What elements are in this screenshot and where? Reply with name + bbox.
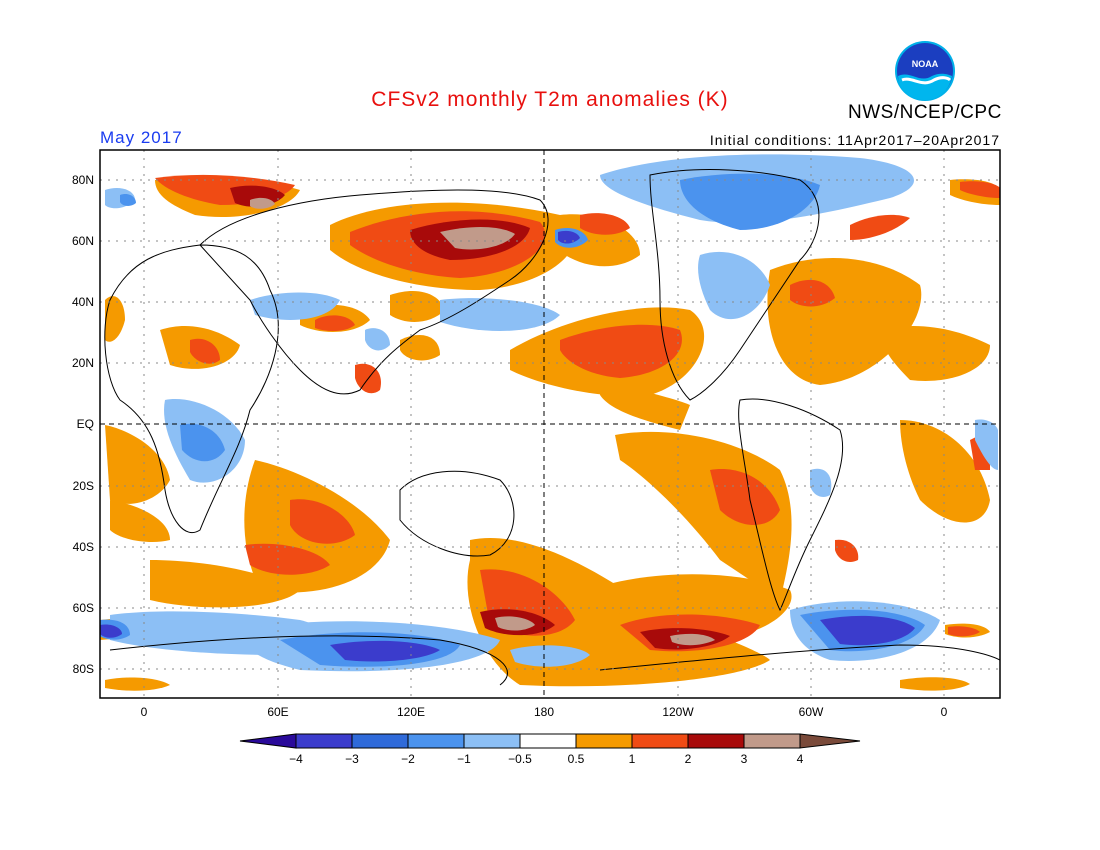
lat-label: 60N [71, 234, 94, 248]
colorbar-label: 1 [628, 752, 636, 766]
coastlines [104, 169, 1000, 686]
colorbar-swatch-gt-4 [799, 733, 861, 749]
colorbar-label: 3 [740, 752, 748, 766]
equator-dateline [100, 150, 1000, 698]
chart-title: CFSv2 monthly T2m anomalies (K) [371, 88, 729, 111]
colorbar-swatch-7 [631, 733, 689, 749]
colorbar-swatch-lt-4 [239, 733, 297, 749]
lon-label: 180 [533, 705, 555, 719]
colorbar-swatch-4 [463, 733, 521, 749]
map-frame [99, 149, 1001, 699]
noaa-logo: NOAA [895, 41, 955, 101]
colorbar-swatch-3 [407, 733, 465, 749]
colorbar-swatch-6 [575, 733, 633, 749]
lat-label: EQ [76, 417, 94, 431]
colorbar-label: −4 [289, 752, 303, 766]
colorbar-swatch-1 [295, 733, 353, 749]
lon-label: 0 [140, 705, 148, 719]
warm-anomaly-1 [100, 177, 1000, 691]
lon-label: 0 [940, 705, 948, 719]
warm-anomaly-4 [250, 197, 715, 646]
colorbar-swatch-8 [687, 733, 745, 749]
colorbar-label: 4 [796, 752, 804, 766]
colorbar-label: 0.5 [567, 752, 585, 766]
lat-label: 20N [71, 356, 94, 370]
noaa-logo-text: NOAA [912, 59, 939, 69]
lat-label: 20S [72, 479, 94, 493]
colorbar [239, 733, 861, 749]
lon-label: 60E [267, 705, 289, 719]
colorbar-swatch-2 [351, 733, 409, 749]
lon-label: 60W [798, 705, 824, 719]
colorbar-label: 2 [684, 752, 692, 766]
colorbar-swatch-9 [743, 733, 801, 749]
initial-conditions: Initial conditions: 11Apr2017–20Apr2017 [709, 132, 1000, 148]
forecast-month: May 2017 [100, 128, 183, 147]
lat-label: 40N [71, 295, 94, 309]
colorbar-label: −2 [401, 752, 415, 766]
lat-label: 80S [72, 662, 94, 676]
colorbar-swatch-5 [519, 733, 577, 749]
agency-label: NWS/NCEP/CPC [848, 102, 1002, 123]
anomaly-field [100, 154, 1000, 691]
lat-label: 40S [72, 540, 94, 554]
cool-anomaly-3 [100, 230, 915, 662]
lat-label: 80N [71, 173, 94, 187]
lon-label: 120W [662, 705, 694, 719]
colorbar-label: −1 [457, 752, 471, 766]
lon-label: 120E [396, 705, 426, 719]
lat-label: 60S [72, 601, 94, 615]
colorbar-label: −0.5 [508, 752, 532, 766]
colorbar-label: −3 [345, 752, 359, 766]
